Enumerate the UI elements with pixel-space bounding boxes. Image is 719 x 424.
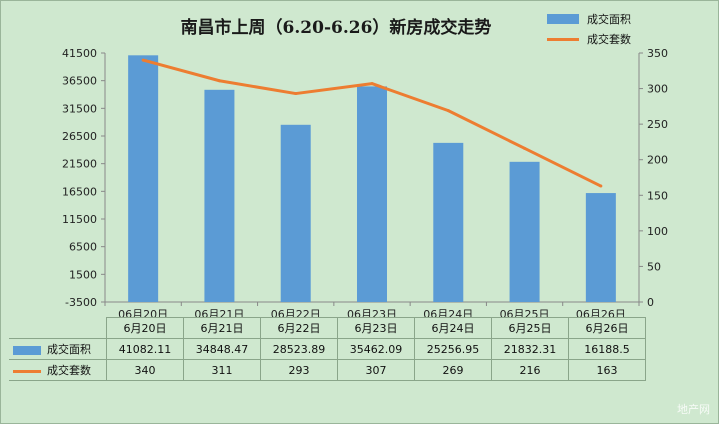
table-swatch-bar: [13, 345, 41, 355]
y-left-tick-label: 36500: [62, 75, 97, 88]
line-point: [217, 79, 221, 83]
bar: [433, 142, 464, 302]
table-row-label: 成交面积: [47, 343, 91, 356]
legend-label-area: 成交面积: [587, 13, 631, 26]
y-right-tick-label: 300: [647, 83, 668, 96]
table-cell: 340: [106, 359, 184, 381]
line-point: [599, 184, 603, 188]
table-cell: 311: [183, 359, 261, 381]
y-left-tick-label: 16500: [62, 185, 97, 198]
bar: [128, 55, 159, 303]
bar: [280, 124, 311, 302]
table-header-cell: 6月23日: [337, 317, 415, 339]
table-cell: 269: [414, 359, 492, 381]
table-cell: 16188.5: [568, 338, 646, 360]
y-left-tick-label: -3500: [65, 296, 97, 309]
legend-swatch-bar: [547, 14, 579, 24]
bar: [357, 86, 387, 303]
y-left-tick-label: 31500: [62, 102, 97, 115]
table-row-area: 成交面积 41082.11 34848.47 28523.89 35462.09…: [9, 338, 646, 360]
table-header-cell: 6月26日: [568, 317, 646, 339]
table-row-label: 成交套数: [47, 364, 91, 377]
table-cell: 216: [491, 359, 569, 381]
table-header-cell: 6月21日: [183, 317, 261, 339]
line-point: [141, 58, 145, 62]
y-right-tick-label: 200: [647, 154, 668, 167]
y-left-tick-label: 11500: [62, 213, 97, 226]
table-header-row: 6月20日 6月21日 6月22日 6月23日 6月24日 6月25日 6月26…: [9, 317, 646, 339]
table-header-cell: 6月20日: [106, 317, 184, 339]
table-cell: 34848.47: [183, 338, 261, 360]
y-left-tick-label: 41500: [62, 47, 97, 60]
x-tick-label: 06月22日: [271, 308, 321, 317]
x-tick-label: 06月24日: [423, 308, 473, 317]
y-right-tick-label: 0: [647, 296, 654, 309]
y-right-tick-label: 150: [647, 189, 668, 202]
table-cell: 41082.11: [106, 338, 184, 360]
table-cell: 28523.89: [260, 338, 338, 360]
chart-legend: 成交面积 成交套数: [547, 9, 631, 49]
table-header-cell: 6月25日: [491, 317, 569, 339]
table-cell: 163: [568, 359, 646, 381]
y-left-tick-label: 26500: [62, 130, 97, 143]
y-left-tick-label: 6500: [69, 241, 97, 254]
table-cell: 21832.31: [491, 338, 569, 360]
watermark-logo: 地产网: [677, 403, 710, 416]
y-left-tick-label: 1500: [69, 268, 97, 281]
y-left-tick-label: 21500: [62, 158, 97, 171]
chart-plot: 41500 36500 31500 26500 21500 16500 11500 6500 1…: [62, 47, 668, 317]
table-cell: 293: [260, 359, 338, 381]
table-swatch-line: [13, 369, 41, 373]
y-right-tick-label: 350: [647, 47, 668, 60]
bar: [204, 89, 235, 302]
y-right-tick-label: 50: [647, 260, 661, 273]
line-point: [446, 109, 450, 113]
table-corner: [9, 318, 107, 339]
chart-title: 南昌市上周（6.20-6.26）新房成交走势: [180, 18, 492, 38]
line-point: [294, 92, 298, 96]
legend-item-count: 成交套数: [547, 29, 631, 49]
table-cell: 307: [337, 359, 415, 381]
table-cell: 35462.09: [337, 338, 415, 360]
table-cell: 25256.95: [414, 338, 492, 360]
data-table: 6月20日 6月21日 6月22日 6月23日 6月24日 6月25日 6月26…: [9, 317, 646, 381]
bar: [585, 193, 616, 302]
table-row-count: 成交套数 340 311 293 307 269 216 163: [9, 359, 646, 381]
x-tick-label: 06月20日: [118, 308, 168, 317]
legend-swatch-line: [547, 37, 579, 41]
table-row-header-count: 成交套数: [9, 359, 107, 381]
bar: [509, 161, 540, 302]
line-point: [370, 82, 374, 86]
x-tick-label: 06月25日: [500, 308, 550, 317]
y-right-tick-label: 250: [647, 118, 668, 131]
legend-item-area: 成交面积: [547, 9, 631, 29]
x-tick-label: 06月23日: [347, 308, 397, 317]
table-header-cell: 6月22日: [260, 317, 338, 339]
x-tick-label: 06月21日: [194, 308, 244, 317]
table-row-header-area: 成交面积: [9, 338, 107, 360]
y-right-tick-label: 100: [647, 225, 668, 238]
table-header-cell: 6月24日: [414, 317, 492, 339]
x-tick-label: 06月26日: [576, 308, 626, 317]
line-point: [523, 146, 527, 150]
legend-label-count: 成交套数: [587, 33, 631, 46]
